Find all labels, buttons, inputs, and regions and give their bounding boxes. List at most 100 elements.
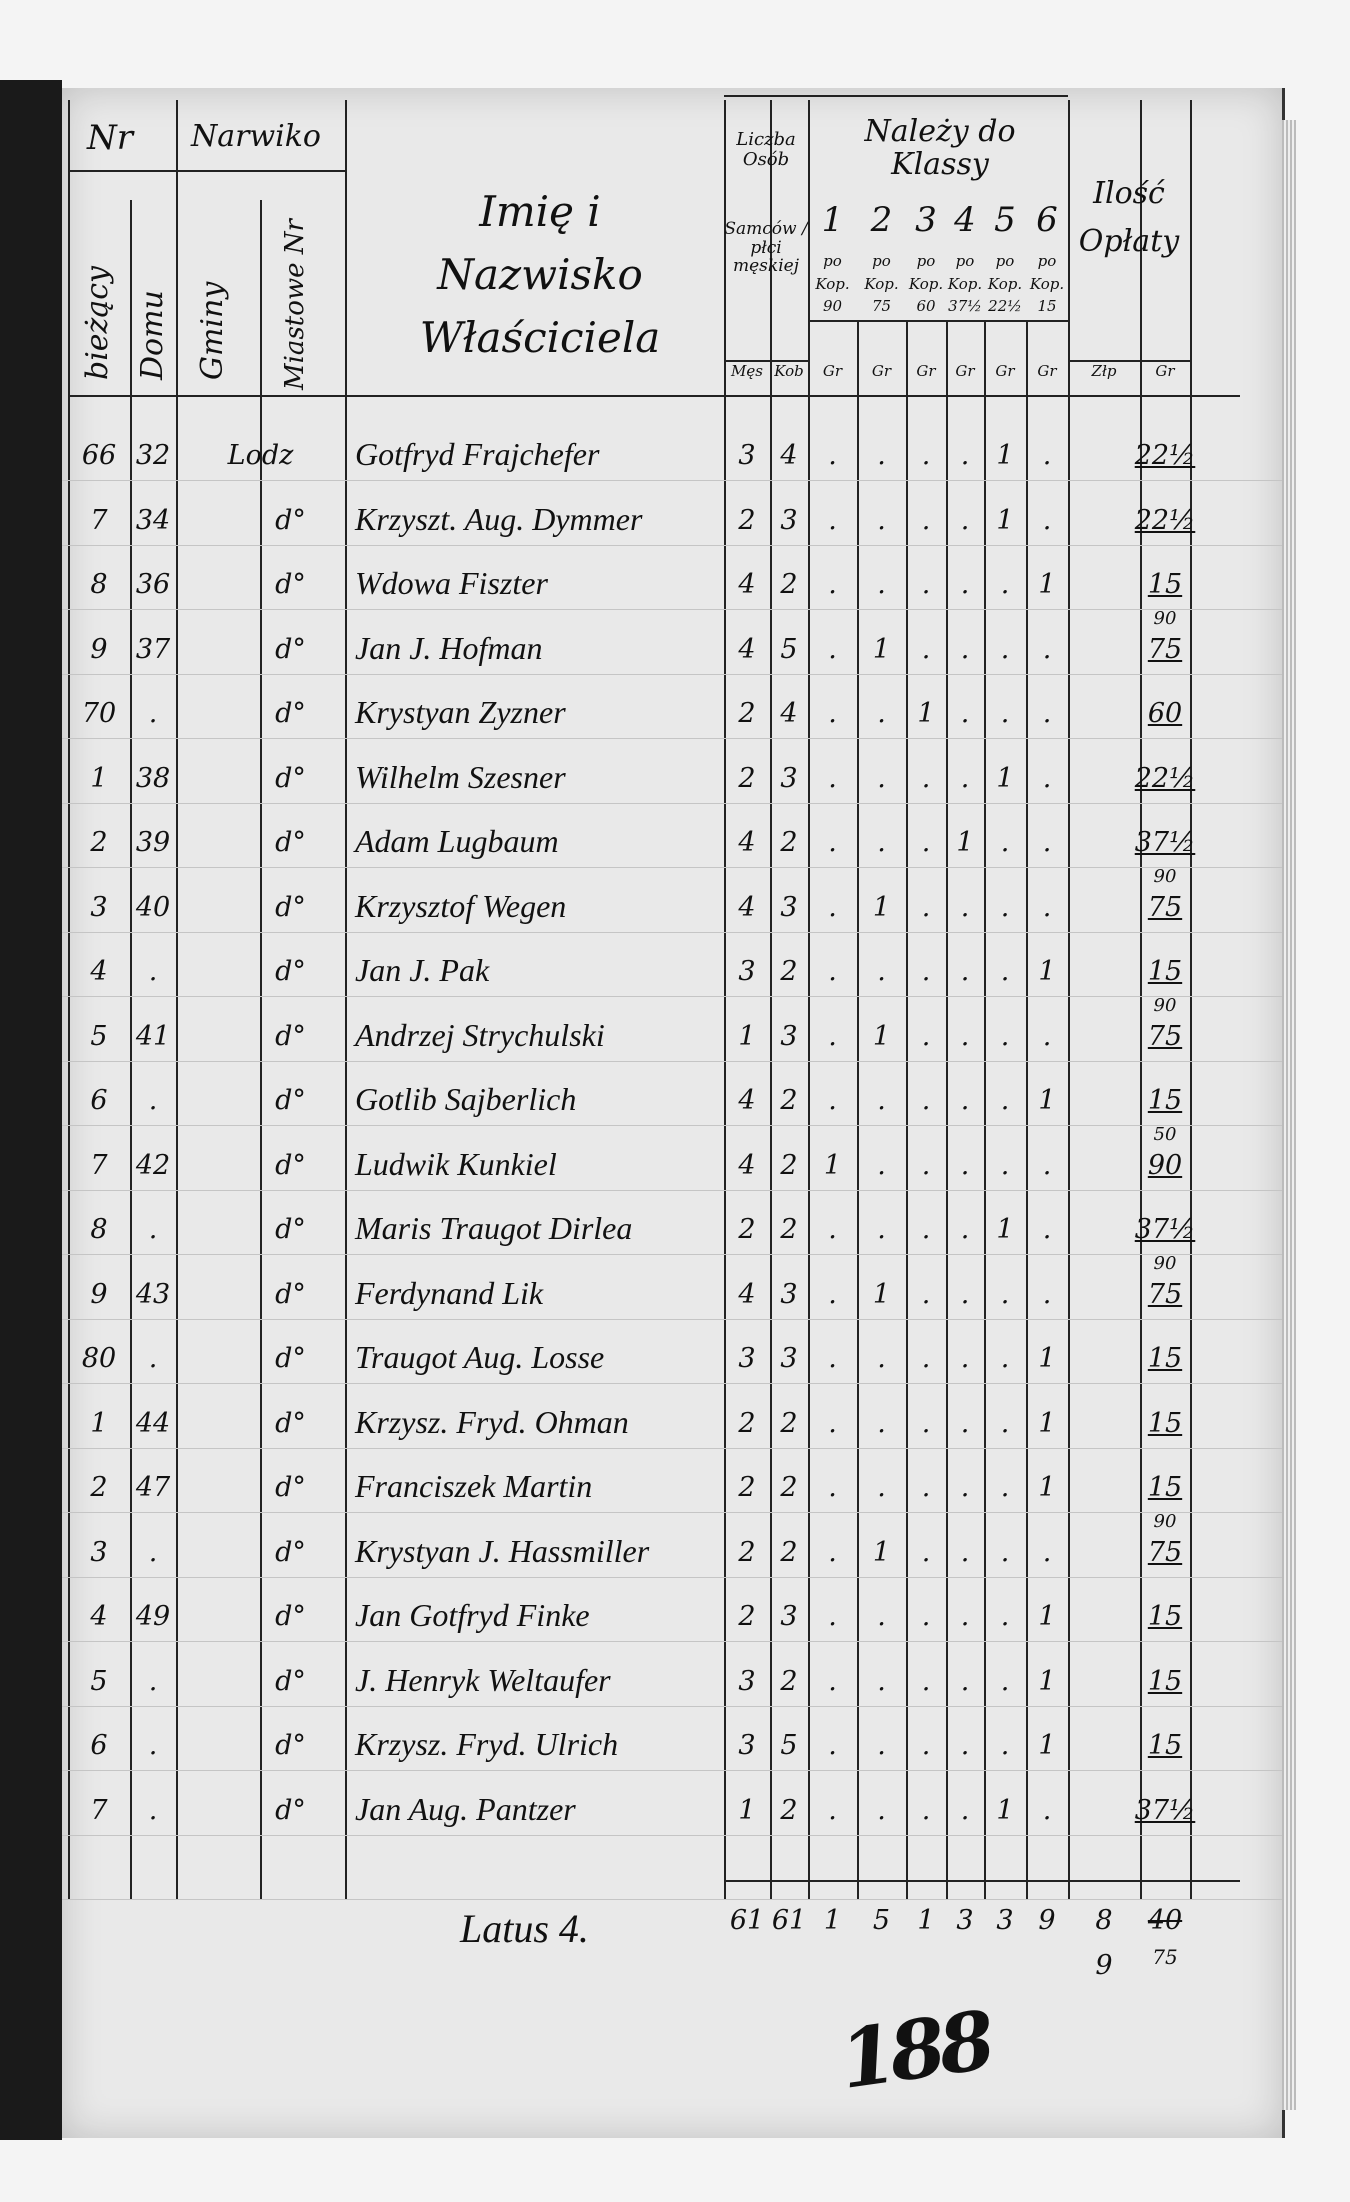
column-rule: [906, 320, 908, 1900]
class-5-mark: .: [1000, 1085, 1010, 1116]
class-6-mark: 1: [1038, 1472, 1056, 1503]
class-2-mark: .: [877, 1730, 886, 1761]
class-2-mark: .: [877, 1149, 886, 1181]
column-rule: [946, 320, 948, 1900]
persons-female: 2: [780, 956, 798, 987]
persons-male: 1: [738, 1794, 756, 1826]
unit-label: Złp: [1091, 362, 1117, 380]
house-number: 32: [135, 440, 171, 471]
house-number: .: [148, 1214, 158, 1245]
class-4-mark: .: [960, 1085, 970, 1116]
class-6-mark: 1: [1038, 1601, 1056, 1632]
class-6-mark: 1: [1038, 1343, 1056, 1374]
class-6-mark: .: [1042, 440, 1052, 471]
unit-label: Kob: [774, 362, 804, 380]
class-3-mark: .: [921, 1536, 931, 1568]
class-3-mark: .: [921, 956, 931, 987]
persons-female: 2: [780, 1214, 798, 1245]
persons-female: 3: [780, 1601, 798, 1632]
row-rule: [724, 95, 1068, 97]
column-rule: [770, 100, 772, 1900]
class-2-mark: .: [877, 698, 886, 729]
amount: 15: [1147, 1407, 1183, 1439]
header-gminy: Gminy: [195, 281, 230, 380]
owner-name: Jan Gotfryd Finke: [355, 1597, 590, 1633]
class-4-mark: 1: [956, 827, 974, 858]
ruled-line: [62, 1834, 1282, 1836]
ruled-line: [62, 738, 1282, 739]
row-number: 70: [81, 698, 117, 729]
row-number: 3: [90, 891, 108, 923]
ruled-line: [62, 1125, 1282, 1126]
class-1-mark: .: [828, 1472, 837, 1503]
amount: 37½: [1134, 1794, 1196, 1826]
column-rule: [808, 100, 810, 1900]
class-4-mark: .: [960, 440, 970, 471]
locality: d°: [275, 827, 306, 858]
locality: d°: [275, 1020, 306, 1052]
class-5-mark: 1: [996, 1214, 1014, 1245]
class-3-number: 3: [915, 200, 937, 240]
persons-male: 4: [738, 633, 756, 665]
owner-name: J. Henryk Weltaufer: [355, 1661, 611, 1698]
class-3-mark: .: [921, 1214, 931, 1245]
header-class: Należy do Klassy: [864, 114, 1016, 182]
row-number: 7: [90, 1149, 108, 1181]
class-2-mark: 1: [872, 1278, 891, 1310]
amount: 75: [1147, 891, 1183, 923]
locality: d°: [275, 1472, 306, 1503]
ruled-line: [62, 1383, 1282, 1384]
owner-name: Krzysztof Wegen: [355, 887, 567, 924]
class-4-number: 4: [954, 200, 976, 240]
unit-label: Gr: [955, 362, 975, 380]
amount: 75: [1147, 1020, 1183, 1052]
column-rule: [260, 200, 262, 1900]
persons-male: 2: [738, 1407, 756, 1439]
header-biezacy: bieżący: [80, 266, 115, 380]
ruled-line: [62, 1770, 1282, 1771]
house-number: 42: [135, 1149, 171, 1181]
house-number: 40: [135, 891, 171, 923]
total-class-1: 1: [823, 1905, 842, 1936]
register-page: [62, 88, 1285, 2138]
row-number: 6: [90, 1730, 108, 1761]
persons-male: 2: [738, 1214, 756, 1245]
class-4-rate: po Kop. 37½: [947, 252, 983, 315]
class-6-mark: .: [1042, 1794, 1052, 1826]
row-number: 3: [90, 1536, 108, 1568]
row-number: 9: [90, 1278, 108, 1310]
amount: 60: [1147, 698, 1183, 729]
class-4-mark: .: [960, 1472, 970, 1503]
row-number: 2: [90, 1472, 108, 1503]
persons-male: 2: [738, 1601, 756, 1632]
class-4-mark: .: [960, 1278, 970, 1310]
class-6-mark: .: [1042, 827, 1052, 858]
class-6-number: 6: [1036, 200, 1058, 240]
locality: d°: [275, 1149, 306, 1181]
class-5-mark: 1: [996, 504, 1014, 536]
class-5-mark: .: [1000, 891, 1010, 923]
unit-label: Gr: [1037, 362, 1057, 380]
class-1-mark: .: [828, 440, 837, 471]
total-zl-corrected: 9: [1095, 1950, 1113, 1981]
amount: 22½: [1134, 440, 1196, 471]
house-number: 34: [135, 504, 171, 536]
amount: 15: [1147, 1665, 1183, 1697]
header-miastowe: Miastowe Nr: [280, 219, 310, 390]
class-6-mark: .: [1042, 1020, 1052, 1052]
class-1-mark: .: [828, 698, 837, 729]
class-2-mark: .: [877, 1407, 886, 1439]
header-total: Ilość Opłaty: [1078, 176, 1180, 259]
class-6-mark: .: [1042, 1536, 1052, 1568]
locality: d°: [275, 891, 306, 923]
locality: d°: [275, 762, 306, 794]
owner-name: Gotfryd Frajchefer: [355, 436, 600, 472]
column-rule: [1140, 100, 1142, 1900]
class-3-rate: po Kop. 60: [908, 252, 944, 315]
amount: 15: [1147, 1730, 1183, 1761]
class-5-mark: .: [1000, 1407, 1010, 1439]
house-number: 44: [135, 1407, 171, 1439]
persons-male: 4: [738, 1149, 756, 1181]
owner-name: Krzysz. Fryd. Ulrich: [355, 1726, 619, 1762]
total-class-5: 3: [996, 1905, 1014, 1936]
